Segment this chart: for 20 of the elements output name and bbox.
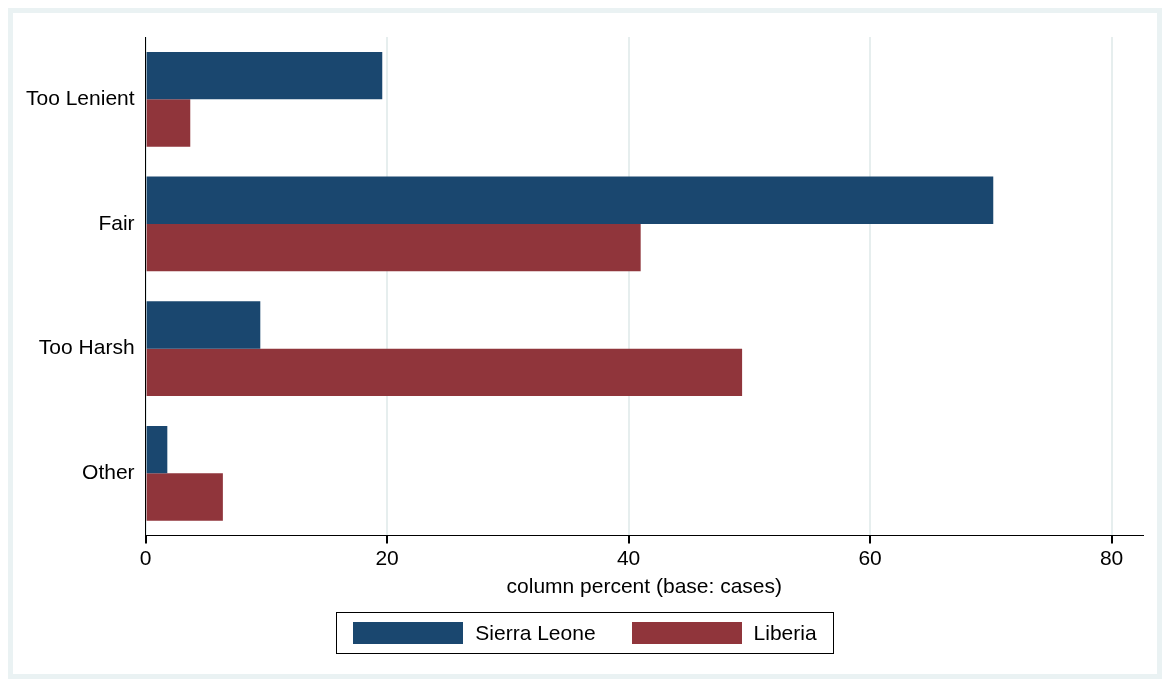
x-tick-label: 0 xyxy=(139,546,152,569)
y-tick-label: Too Harsh xyxy=(38,335,135,359)
y-tick-label: Other xyxy=(82,460,135,484)
bar xyxy=(146,348,743,396)
bar xyxy=(146,473,223,521)
x-axis-title: column percent (base: cases) xyxy=(506,574,783,598)
bar xyxy=(146,99,191,147)
x-tick-label: 80 xyxy=(1099,546,1124,569)
y-tick-label: Fair xyxy=(98,210,135,234)
bar xyxy=(146,425,168,474)
bar xyxy=(146,223,641,272)
text: Sierra Leone xyxy=(475,621,596,645)
text: Liberia xyxy=(753,621,817,645)
y-tick-label: Too Lenient xyxy=(26,86,135,110)
bar xyxy=(146,176,994,224)
x-tick-label: 60 xyxy=(858,546,882,569)
bar xyxy=(146,301,261,349)
bar xyxy=(146,51,383,100)
x-tick-label: 20 xyxy=(375,546,399,569)
x-tick-label: 40 xyxy=(616,546,641,569)
